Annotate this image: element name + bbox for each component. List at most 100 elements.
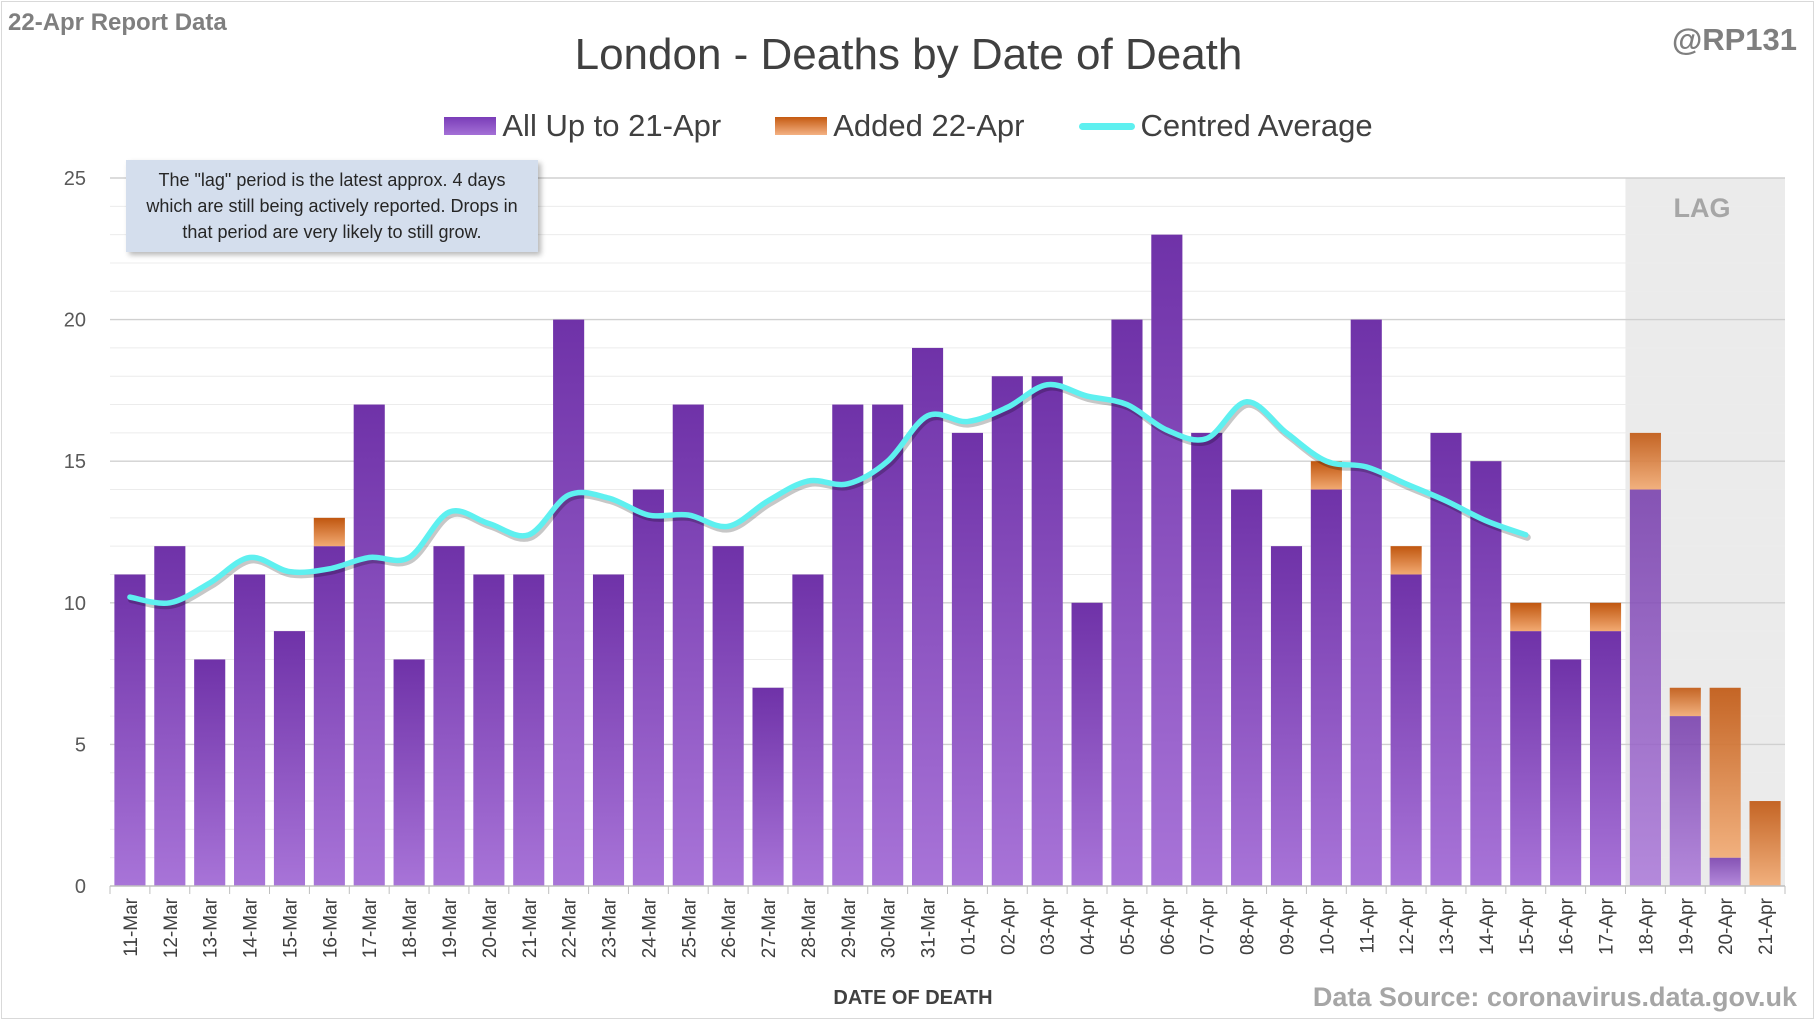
x-tick-label: 19-Mar: [440, 897, 461, 958]
x-tick-label: 07-Apr: [1198, 897, 1219, 955]
chart-title: London - Deaths by Date of Death: [574, 30, 1243, 79]
x-tick-label: 17-Mar: [360, 897, 381, 958]
bar-base: [991, 376, 1023, 886]
bar-added: [1390, 546, 1422, 575]
bar-added: [1709, 687, 1741, 858]
legend-swatch-base: [444, 117, 497, 135]
legend-item-added: Added 22-Apr: [775, 108, 1025, 144]
x-tick-label: 28-Mar: [799, 897, 820, 958]
bar-base: [114, 574, 146, 886]
bar-base: [632, 489, 664, 886]
x-tick-label: 21-Mar: [520, 897, 541, 958]
x-tick-label: 03-Apr: [1038, 897, 1059, 955]
bar-base: [1310, 489, 1342, 886]
bar-base: [234, 574, 266, 886]
bar-base: [393, 659, 425, 886]
lag-note-callout: The "lag" period is the latest approx. 4…: [126, 160, 538, 252]
bar-base: [832, 404, 864, 886]
gridlines: [110, 177, 1785, 859]
x-tick-label: 13-Mar: [201, 897, 222, 958]
x-tick-label: 20-Mar: [480, 897, 501, 958]
bar-base: [1350, 319, 1382, 887]
bar-base: [1669, 716, 1701, 886]
bar-base: [1071, 602, 1103, 886]
bar-added: [1749, 801, 1781, 886]
x-tick-label: 31-Mar: [919, 897, 940, 958]
x-tick-label: 11-Apr: [1357, 897, 1378, 953]
x-tick-label: 24-Mar: [639, 897, 660, 958]
bar-base: [353, 404, 385, 886]
bar-base: [1589, 631, 1622, 886]
bar-base: [1390, 574, 1422, 886]
bar-base: [912, 347, 944, 886]
bar-base: [513, 574, 545, 886]
x-tick-label: 16-Apr: [1557, 897, 1578, 955]
legend-label-added: Added 22-Apr: [833, 108, 1025, 143]
x-tick-label: 23-Mar: [600, 897, 621, 958]
y-tick-label: 0: [75, 876, 86, 898]
x-tick-label: 08-Apr: [1238, 897, 1259, 955]
x-tick-label: 25-Mar: [679, 897, 700, 958]
bar-added: [1510, 602, 1542, 632]
legend-swatch-average: [1078, 122, 1135, 130]
y-tick-label: 25: [64, 168, 86, 190]
x-axis-title: DATE OF DEATH: [833, 987, 992, 1009]
legend-item-average: Centred Average: [1078, 108, 1373, 144]
bar-base: [1151, 234, 1183, 886]
y-tick-label: 15: [64, 451, 86, 473]
legend: All Up to 21-Apr Added 22-Apr Centred Av…: [0, 108, 1817, 144]
lag-label: LAG: [1674, 193, 1731, 223]
data-source-label: Data Source: coronavirus.data.gov.uk: [1312, 982, 1797, 1012]
x-tick-label: 27-Mar: [759, 897, 780, 958]
average-line-path: [127, 381, 1529, 607]
x-tick-label: 15-Apr: [1517, 897, 1538, 955]
x-tick-label: 14-Mar: [241, 897, 262, 958]
bar-base: [712, 546, 744, 886]
x-tick-label: 16-Mar: [320, 897, 341, 958]
x-tick-label: 12-Apr: [1397, 897, 1418, 955]
x-tick-label: 05-Apr: [1118, 897, 1139, 955]
bar-base: [1470, 461, 1502, 886]
report-date-label: 22-Apr Report Data: [8, 9, 227, 36]
x-tick-label: 04-Apr: [1078, 897, 1099, 955]
x-tick-label: 21-Apr: [1756, 897, 1777, 955]
bar-base: [672, 404, 704, 886]
bar-base: [1629, 489, 1661, 886]
x-tick-label: 17-Apr: [1597, 897, 1618, 955]
bar-base: [951, 432, 983, 886]
x-tick-label: 22-Mar: [560, 897, 581, 958]
bar-base: [1191, 432, 1223, 886]
bar-base: [792, 574, 824, 886]
axes: [109, 885, 1786, 894]
legend-label-average: Centred Average: [1140, 108, 1373, 143]
legend-item-base: All Up to 21-Apr: [444, 108, 721, 144]
bar-base: [273, 631, 306, 886]
x-tick-label: 12-Mar: [161, 897, 182, 958]
bar-base: [1510, 631, 1542, 886]
x-tick-label: 18-Apr: [1636, 897, 1657, 955]
bar-base: [752, 687, 784, 886]
bar-added: [1629, 432, 1661, 490]
y-tick-labels: 0 5 10 15 20 25: [64, 168, 86, 898]
legend-swatch-added: [775, 117, 828, 135]
x-tick-labels: 11-Mar 12-Mar 13-Mar 14-Mar 15-Mar 16-Mar 17-M…: [121, 897, 1777, 958]
x-tick-label: 18-Mar: [400, 897, 421, 958]
x-tick-label: 09-Apr: [1277, 897, 1298, 955]
bar-base: [553, 319, 585, 887]
x-tick-label: 11-Mar: [121, 897, 142, 956]
x-tick-label: 29-Mar: [839, 897, 860, 958]
bar-base: [1111, 319, 1143, 887]
x-tick-label: 14-Apr: [1477, 897, 1498, 955]
bar-base: [1231, 489, 1263, 886]
x-tick-label: 06-Apr: [1158, 897, 1179, 955]
x-tick-label: 26-Mar: [719, 897, 740, 958]
bar-base: [592, 574, 625, 886]
x-tick-label: 15-Mar: [280, 897, 301, 958]
bar-base: [1550, 659, 1582, 886]
x-tick-label: 13-Apr: [1437, 897, 1458, 955]
bars: [114, 234, 1781, 887]
bar-base: [872, 404, 904, 886]
y-tick-label: 5: [75, 734, 86, 756]
